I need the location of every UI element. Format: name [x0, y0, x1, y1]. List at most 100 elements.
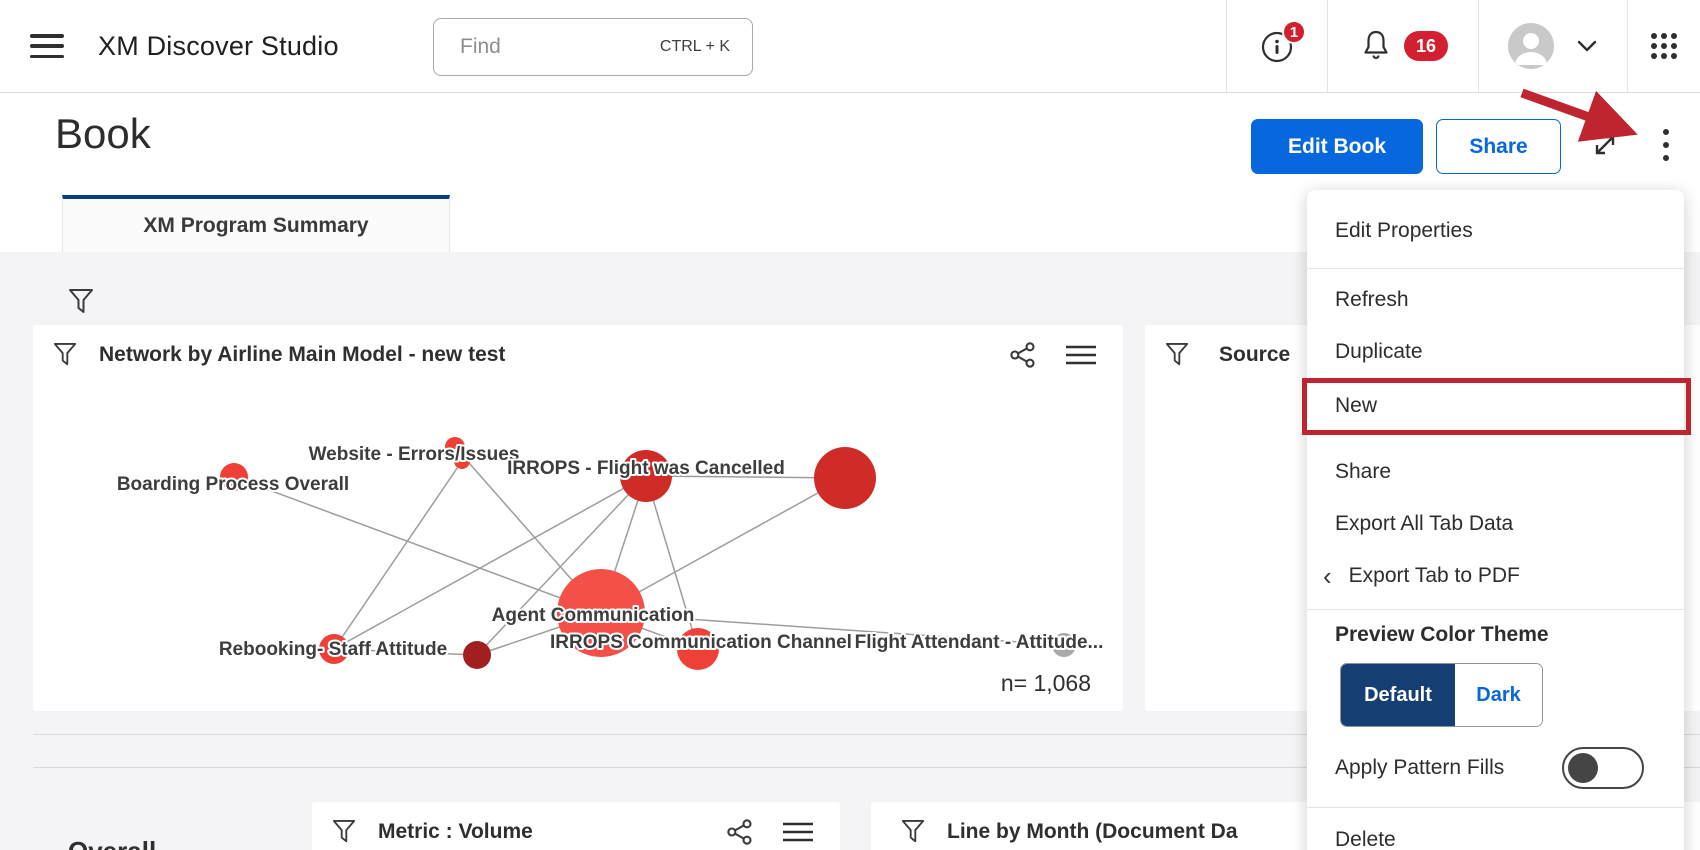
- widget-overall-title-partial: Overall: [68, 836, 156, 850]
- info-icon: [1261, 31, 1293, 63]
- search-placeholder: Find: [460, 35, 501, 58]
- divider: [33, 767, 1700, 768]
- network-edge: [645, 475, 846, 479]
- apply-pattern-fills-toggle[interactable]: [1562, 747, 1644, 789]
- submenu-chevron-left-icon: ‹: [1323, 560, 1332, 591]
- menu-item-export-tab-to-pdf[interactable]: ‹ Export Tab to PDF: [1307, 550, 1684, 602]
- menu-item-edit-properties[interactable]: Edit Properties: [1335, 219, 1473, 242]
- info-badge: 1: [1282, 20, 1306, 44]
- widget-metric-header: Metric : Volume: [312, 802, 840, 850]
- theme-option-dark[interactable]: Dark: [1455, 664, 1542, 726]
- book-options-menu: Edit Properties Refresh Duplicate New Sh…: [1302, 190, 1691, 850]
- widget-line-title: Line by Month (Document Da: [947, 820, 1238, 843]
- kebab-icon: [1663, 129, 1669, 161]
- network-sample-size: n= 1,068: [1001, 670, 1091, 696]
- network-node-website_a: [445, 437, 465, 457]
- widget-menu-icon[interactable]: [782, 820, 814, 844]
- apps-grid-icon: [1651, 33, 1677, 59]
- widget-source-title: Source: [1219, 343, 1291, 366]
- tab-xm-program-summary[interactable]: XM Program Summary: [62, 195, 450, 252]
- menu-divider: [1307, 807, 1684, 808]
- widget-menu-icon[interactable]: [1065, 343, 1097, 367]
- network-node-label: IRROPS Communication Channel: [550, 632, 852, 653]
- network-node-label: Boarding Process Overall: [117, 474, 349, 495]
- notifications-button[interactable]: 16: [1328, 0, 1478, 92]
- page-title: Book: [55, 110, 151, 157]
- edit-book-button[interactable]: Edit Book: [1251, 119, 1423, 174]
- widget-source-header: Source: [1145, 325, 1700, 385]
- network-edge: [333, 460, 463, 650]
- theme-option-default[interactable]: Default: [1341, 664, 1455, 726]
- menu-item-new[interactable]: New: [1335, 394, 1378, 417]
- menu-item-export-all-tab-data[interactable]: Export All Tab Data: [1335, 512, 1514, 535]
- expand-button[interactable]: [1583, 123, 1627, 167]
- network-node-irrops_cancelled: [620, 450, 672, 502]
- widget-network-title: Network by Airline Main Model - new test: [99, 343, 506, 366]
- tab-filter-funnel-icon[interactable]: [68, 288, 94, 316]
- network-chart[interactable]: Boarding Process Overall Website - Errors…: [33, 389, 1123, 709]
- avatar: [1508, 23, 1554, 69]
- network-edge: [333, 648, 478, 656]
- apply-pattern-fills-row: Apply Pattern Fills: [1307, 742, 1684, 794]
- network-edge: [333, 475, 647, 650]
- menu-divider: [1307, 268, 1684, 269]
- network-node-flight_attendant: [1052, 633, 1076, 657]
- network-edge: [476, 475, 647, 656]
- book-options-kebab-button[interactable]: [1644, 123, 1688, 167]
- share-nodes-icon[interactable]: [1009, 341, 1037, 369]
- info-button[interactable]: 1: [1227, 0, 1327, 92]
- theme-segmented-control: Default Dark: [1340, 663, 1543, 727]
- funnel-icon[interactable]: [901, 819, 925, 845]
- network-node-dark_node: [463, 641, 491, 669]
- menu-item-delete[interactable]: Delete: [1335, 828, 1396, 850]
- menu-item-label: Export Tab to PDF: [1348, 564, 1520, 587]
- share-nodes-icon[interactable]: [726, 818, 754, 846]
- network-edge: [645, 475, 699, 650]
- widget-metric: Metric : Volume: [312, 802, 840, 850]
- funnel-icon[interactable]: [1165, 342, 1189, 368]
- network-node-rebooking: [319, 634, 349, 664]
- network-node-label: Website - Errors/Issues: [309, 444, 520, 465]
- network-node-boarding: [220, 463, 248, 491]
- widget-network-header: Network by Airline Main Model - new test: [33, 325, 1123, 385]
- apply-pattern-fills-label: Apply Pattern Fills: [1335, 756, 1505, 779]
- network-node-website_b: [454, 453, 470, 469]
- toggle-knob: [1568, 752, 1598, 783]
- funnel-icon[interactable]: [332, 819, 356, 845]
- network-edge: [233, 476, 602, 614]
- expand-icon: [1595, 135, 1615, 155]
- widget-line-header: Line by Month (Document Da: [871, 802, 1700, 850]
- search-input[interactable]: Find CTRL + K: [433, 18, 753, 76]
- funnel-icon[interactable]: [53, 342, 77, 368]
- apps-grid-button[interactable]: [1628, 0, 1700, 92]
- divider: [1478, 0, 1479, 92]
- bell-icon: [1364, 30, 1388, 60]
- notifications-badge: 16: [1404, 31, 1448, 61]
- divider: [1627, 0, 1628, 92]
- divider: [1226, 0, 1227, 92]
- top-bar: XM Discover Studio Find CTRL + K 1: [0, 0, 1700, 93]
- menu-item-share[interactable]: Share: [1335, 460, 1392, 483]
- network-node-label: IRROPS - Flight was Cancelled: [507, 458, 785, 479]
- app-title: XM Discover Studio: [98, 30, 339, 61]
- account-menu-button[interactable]: [1479, 0, 1627, 92]
- menu-item-refresh[interactable]: Refresh: [1335, 288, 1409, 311]
- share-button[interactable]: Share: [1436, 119, 1561, 174]
- menu-item-duplicate[interactable]: Duplicate: [1335, 340, 1423, 363]
- network-node-label: Agent Communication: [492, 605, 695, 626]
- search-shortcut: CTRL + K: [659, 38, 730, 55]
- network-node-label: Rebooking- Staff Attitude: [219, 639, 447, 660]
- hamburger-icon[interactable]: [30, 34, 64, 58]
- widget-metric-title: Metric : Volume: [378, 820, 533, 843]
- topbar-actions: 1 16: [1226, 0, 1700, 92]
- preview-color-theme-label: Preview Color Theme: [1335, 623, 1549, 646]
- network-node-irrops_comm: [677, 628, 719, 670]
- widget-network: Network by Airline Main Model - new test: [33, 325, 1123, 711]
- divider: [1327, 0, 1328, 92]
- network-node-label: Flight Attendant - Attitude...: [855, 632, 1104, 653]
- chevron-down-icon: [1577, 40, 1597, 52]
- divider: [33, 734, 1700, 735]
- network-edge: [600, 612, 1065, 646]
- network-node-unlabeled_large: [814, 447, 876, 509]
